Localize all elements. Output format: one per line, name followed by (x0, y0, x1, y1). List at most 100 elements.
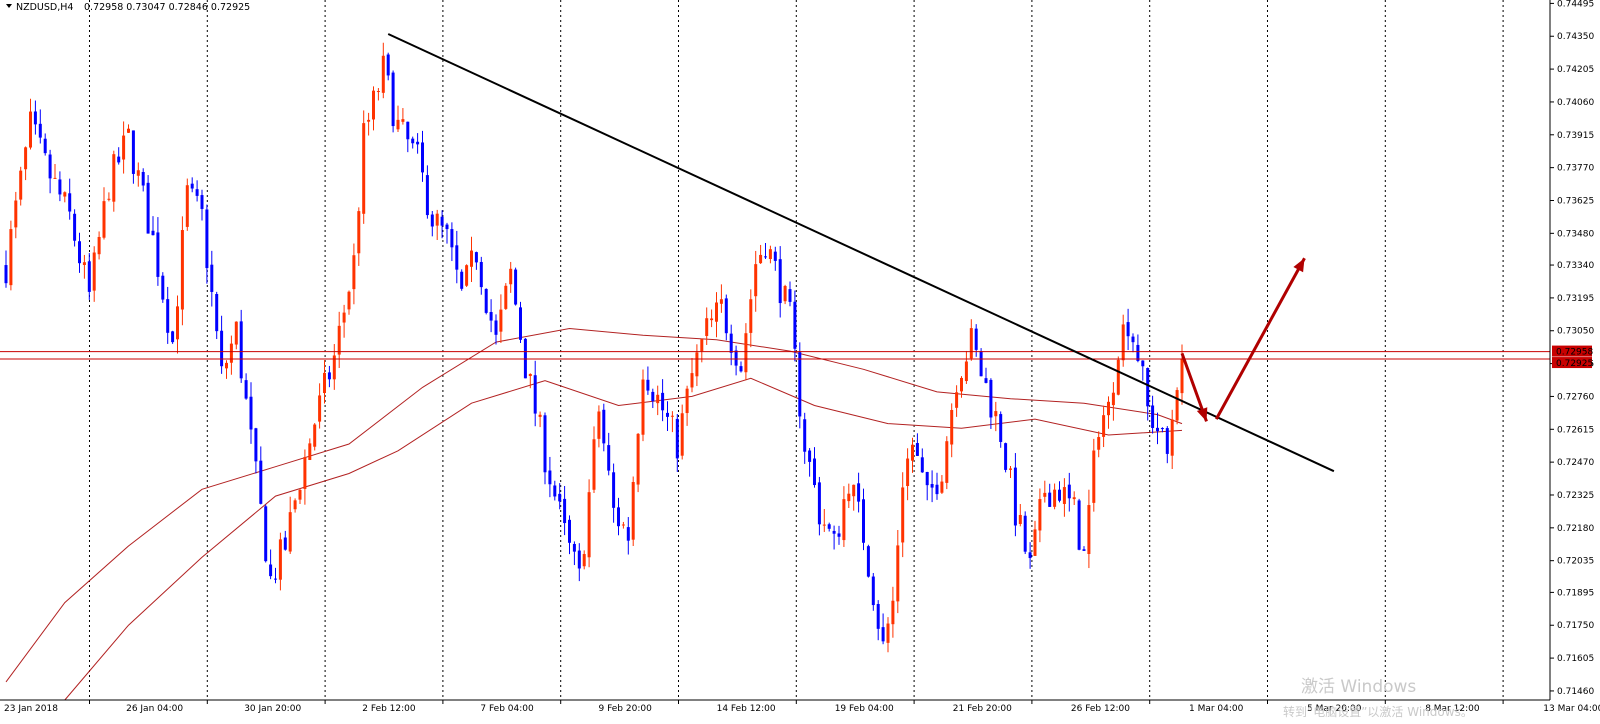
y-tick-label: 0.73195 (1557, 294, 1594, 304)
candle-body (63, 192, 67, 197)
candle-body (984, 378, 988, 383)
descending-trendline (387, 33, 1335, 473)
candle-body (264, 506, 268, 562)
candle-body (768, 249, 772, 259)
candle-body (724, 298, 728, 334)
y-tick-label: 0.74205 (1557, 65, 1594, 75)
candle-body (911, 444, 914, 461)
candle-body (166, 299, 170, 333)
candlesticks (4, 42, 1184, 653)
candle-body (1151, 405, 1155, 428)
ohlc-values: 0.72958 0.73047 0.72846 0.72925 (84, 2, 250, 13)
candle-body (607, 445, 611, 471)
x-tick-label: 7 Feb 04:00 (480, 704, 534, 714)
candle-body (920, 457, 924, 473)
windows-activation-watermark: 激活 Windows 转到“电脑设置”以激活 Windows。 (1283, 677, 1473, 719)
candle-body (577, 550, 581, 569)
watermark-line-2: 转到“电脑设置”以激活 Windows。 (1283, 704, 1473, 719)
price-line-tag (1552, 345, 1592, 357)
candle-body (1102, 415, 1106, 437)
candle-body (474, 252, 478, 263)
candle-body (773, 251, 777, 261)
candle-body (205, 209, 209, 269)
candle-body (141, 172, 145, 186)
candle-body (935, 484, 939, 495)
x-tick-label: 21 Feb 20:00 (953, 704, 1012, 714)
candle-body (210, 264, 214, 292)
candle-body (29, 111, 32, 148)
candle-body (974, 328, 978, 350)
candle-body (661, 392, 665, 411)
candle-body (1082, 549, 1086, 551)
candle-body (1116, 359, 1120, 395)
y-tick-label: 0.72470 (1557, 458, 1594, 468)
candle-body (543, 415, 547, 473)
candle-body (347, 291, 351, 310)
candle-body (151, 230, 155, 236)
candle-body (1062, 487, 1066, 504)
candle-body (1013, 467, 1017, 526)
x-tick-label: 30 Jan 20:00 (244, 704, 301, 714)
y-axis: 0.74495 0.74350 0.74205 0.74060 0.73915 0.737… (1550, 0, 1594, 697)
candle-body (445, 224, 449, 230)
candle-body (999, 414, 1003, 442)
candle-body (646, 379, 650, 391)
candle-body (411, 138, 415, 144)
candle-body (592, 439, 596, 490)
moving-average-line (5, 327, 1183, 683)
candle-body (1077, 500, 1081, 550)
y-tick-label: 0.71895 (1557, 588, 1594, 598)
candle-body (244, 380, 248, 399)
candle-body (1053, 489, 1057, 507)
y-tick-label: 0.74350 (1557, 32, 1594, 42)
candle-body (43, 138, 47, 154)
candle-body (406, 121, 410, 140)
candle-body (666, 412, 669, 417)
candle-body (700, 339, 704, 352)
y-tick-label: 0.74060 (1557, 98, 1594, 108)
candle-body (440, 216, 444, 226)
candle-body (376, 91, 380, 93)
x-tick-label: 26 Jan 04:00 (126, 704, 183, 714)
chart-menu-triangle-icon[interactable] (6, 4, 12, 8)
candle-body (1072, 497, 1076, 500)
price-lines (0, 351, 1550, 360)
candle-body (372, 90, 375, 120)
candle-body (4, 265, 8, 284)
candle-body (514, 269, 518, 305)
candle-body (396, 119, 400, 130)
candle-body (117, 156, 121, 163)
vertical-grid (89, 0, 1504, 700)
candle-body (1087, 505, 1091, 555)
candle-body (832, 530, 836, 534)
candle-body (122, 135, 126, 160)
candle-body (930, 484, 934, 488)
candle-body (695, 352, 699, 377)
candle-body (234, 321, 238, 345)
x-axis: 23 Jan 2018 26 Jan 04:00 30 Jan 20:00 2 Feb… (4, 700, 1600, 714)
candle-body (1009, 468, 1012, 470)
candle-body (896, 545, 900, 602)
candle-body (969, 328, 973, 359)
candle-body (327, 372, 331, 380)
candle-body (1067, 484, 1071, 499)
candle-body (871, 576, 875, 606)
candle-body (19, 170, 23, 200)
candle-body (690, 373, 694, 388)
candle-body (1165, 428, 1169, 454)
candle-body (1004, 443, 1008, 470)
candle-body (176, 306, 179, 340)
candle-body (857, 483, 861, 502)
candle-body (901, 487, 905, 543)
candle-body (308, 443, 312, 460)
candle-body (489, 312, 493, 321)
candle-body (1170, 419, 1174, 456)
x-tick-label: 1 Mar 04:00 (1189, 704, 1244, 714)
candle-body (425, 175, 429, 216)
candle-body (568, 519, 571, 543)
candle-body (1136, 344, 1140, 361)
candle-body (994, 411, 998, 417)
candle-body (680, 413, 684, 456)
candle-body (729, 333, 733, 353)
